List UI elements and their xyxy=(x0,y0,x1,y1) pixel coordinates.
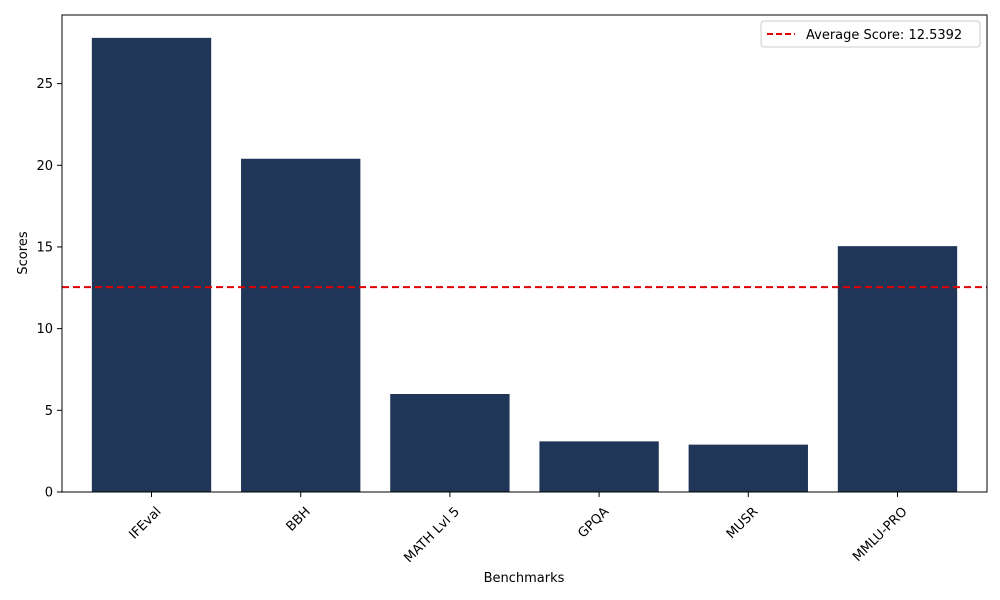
x-tick-label: GPQA xyxy=(575,504,612,541)
bar-bbh xyxy=(241,158,361,492)
x-axis-label: Benchmarks xyxy=(484,571,565,586)
y-tick-label: 20 xyxy=(36,159,53,174)
x-tick-label: MMLU-PRO xyxy=(850,504,910,564)
x-tick-label: MATH Lvl 5 xyxy=(402,504,463,565)
x-tick-label: MUSR xyxy=(724,504,761,541)
bars-group xyxy=(91,37,958,492)
y-tick-label: 5 xyxy=(45,404,53,419)
x-tick-label: BBH xyxy=(284,504,314,534)
y-tick-label: 10 xyxy=(36,322,53,337)
bar-musr xyxy=(688,444,808,492)
y-tick-label: 0 xyxy=(45,486,53,501)
bar-mmlu-pro xyxy=(837,246,958,492)
y-tick-label: 15 xyxy=(36,240,53,255)
legend: Average Score: 12.5392 xyxy=(760,20,981,48)
y-tick-label: 25 xyxy=(36,77,53,92)
bar-gpqa xyxy=(539,441,659,492)
bar-ifeval xyxy=(91,37,212,492)
bar-math-lvl-5 xyxy=(390,393,510,492)
plot-frame xyxy=(61,14,988,493)
legend-box xyxy=(760,20,981,48)
x-ticks-group: IFEval BBH MATH Lvl 5 GPQA MUSR MMLU-PRO xyxy=(127,492,911,566)
x-tick-label: IFEval xyxy=(127,504,165,542)
axes-group xyxy=(61,14,988,493)
legend-label: Average Score: 12.5392 xyxy=(806,28,962,43)
y-ticks-group: 0 5 10 15 20 25 xyxy=(36,77,62,501)
y-axis-label: Scores xyxy=(16,231,31,274)
